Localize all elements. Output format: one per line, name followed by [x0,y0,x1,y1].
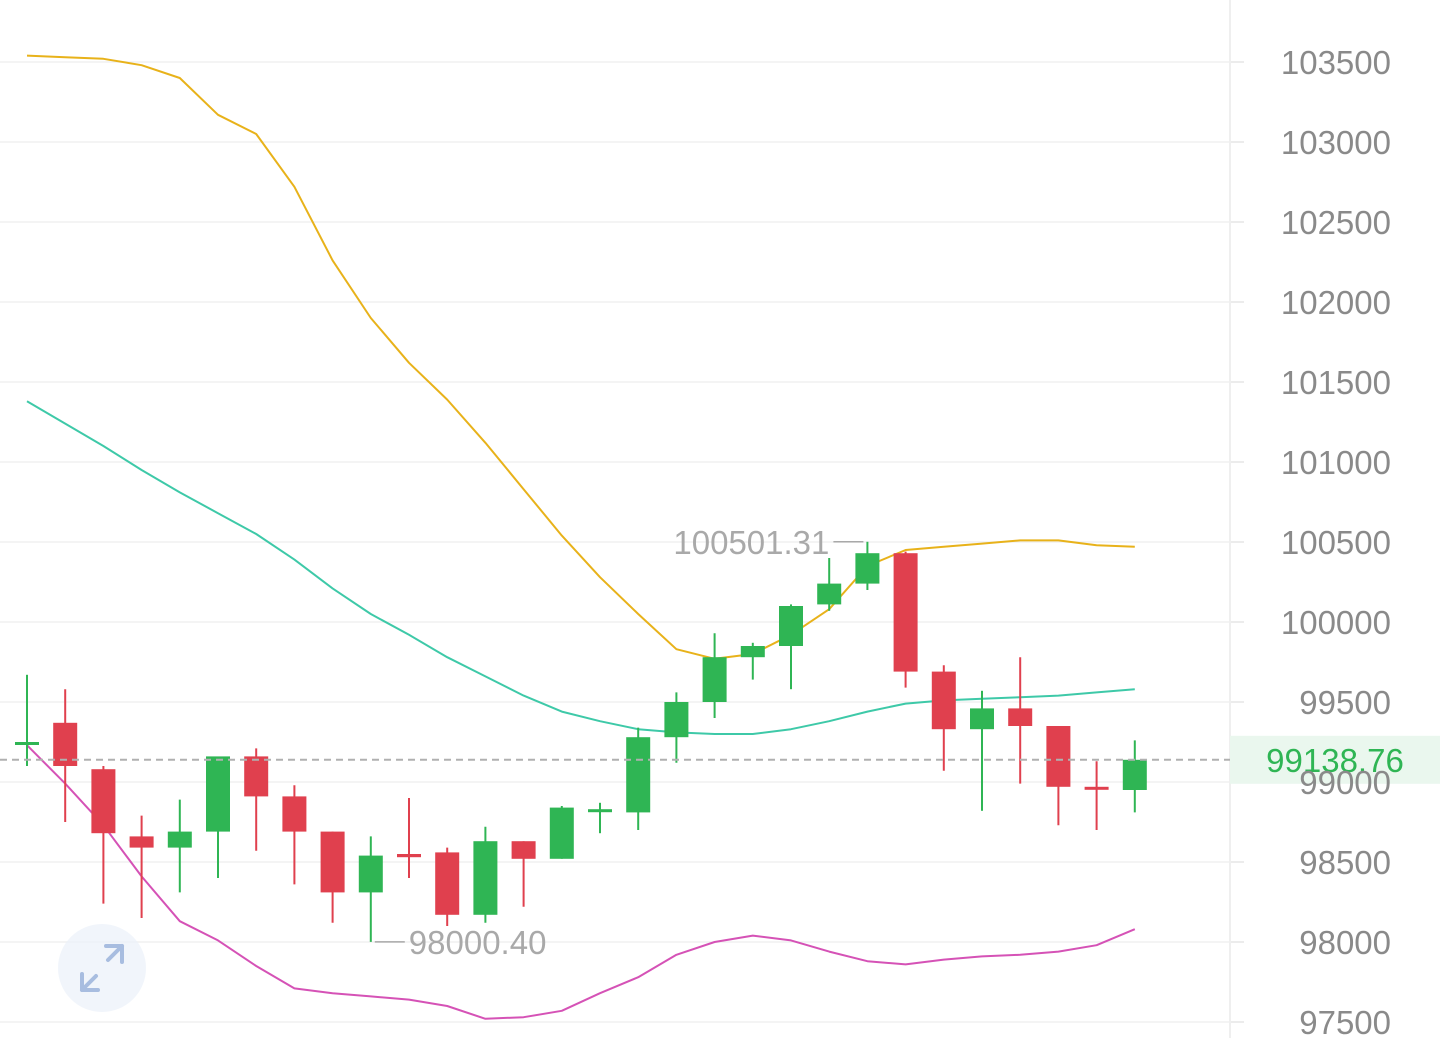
candle-body [435,852,460,915]
candle-body [282,796,307,832]
candle [740,642,765,680]
high-marker-label: 100501.31 [673,524,829,561]
candle-body [893,553,918,672]
candle-body [626,737,651,813]
candle-body [817,583,842,605]
candle-body [167,831,192,848]
y-tick-label: 102000 [1281,284,1391,321]
candle-body [511,841,536,859]
candle [1008,657,1033,784]
candle-body [740,646,765,658]
upper-band-line [26,54,1135,660]
candle [15,674,39,766]
current-price-label: 99138.76 [1266,742,1404,779]
expand-button[interactable] [58,924,146,1012]
candle [664,692,689,763]
bollinger-bands [26,54,1136,1020]
y-tick-label: 103500 [1281,44,1391,81]
candle-body [206,756,230,832]
y-tick-label: 101500 [1281,364,1391,401]
candle [931,665,956,771]
candle [320,831,345,923]
candle [129,815,154,918]
gridlines [0,61,1244,1023]
candle-body [358,855,383,893]
candle [893,551,918,688]
y-tick-label: 99000 [1299,764,1391,801]
candle [511,841,536,907]
candle [970,690,994,811]
candle [397,798,421,878]
high-low-markers: 100501.31 98000.40 [374,524,864,961]
candle-body [473,841,498,915]
candle-body [91,769,116,834]
y-tick-label: 100000 [1281,604,1391,641]
candle-body [1046,726,1071,787]
candle [779,604,803,690]
current-price-line: 99138.76 [0,735,1440,784]
candle [549,806,574,859]
candle-body [549,807,574,859]
y-axis-ticks: 103500 103000 102500 102000 101500 101000 1005… [1281,44,1391,1041]
candle-body [1122,759,1147,790]
candle [358,836,383,942]
y-tick-label: 98000 [1299,924,1391,961]
candle [473,826,498,923]
candle [53,689,78,822]
y-tick-label: 97500 [1299,1004,1391,1038]
y-tick-label: 101000 [1281,444,1391,481]
candle-body [588,809,612,813]
candle [702,633,727,718]
candle [588,802,612,834]
y-tick-label: 103000 [1281,124,1391,161]
candle [626,727,651,830]
candle [1122,740,1147,813]
candle-body [702,657,727,702]
candle [817,558,842,611]
current-price-tag [1230,735,1440,784]
candle-body [129,836,154,848]
y-tick-label: 99500 [1299,684,1391,721]
candle-body [397,854,421,858]
expand-arrows-icon [80,944,124,992]
candle-body [664,702,689,738]
candle-body [931,671,956,730]
candle [244,748,269,851]
candle [1046,726,1071,826]
candle-body [15,742,39,745]
candle-body [1008,708,1033,726]
candle-body [779,606,803,646]
lower-band-line [26,744,1136,1020]
candle-body [53,722,78,766]
candle-body [970,708,994,730]
candle [435,847,460,926]
candle-body [244,756,269,797]
candle [1084,761,1109,830]
candles [15,541,1147,942]
candle [167,799,192,893]
candle-body [320,831,345,893]
candle-body [855,553,880,584]
low-marker-label: 98000.40 [409,924,547,961]
candle-body [1084,786,1109,790]
candle [282,785,307,885]
middle-band-line [26,400,1135,735]
y-tick-label: 98500 [1299,844,1391,881]
candle [91,766,116,904]
y-tick-label: 100500 [1281,524,1391,561]
candle [206,756,230,878]
candle [855,541,880,590]
y-tick-label: 102500 [1281,204,1391,241]
